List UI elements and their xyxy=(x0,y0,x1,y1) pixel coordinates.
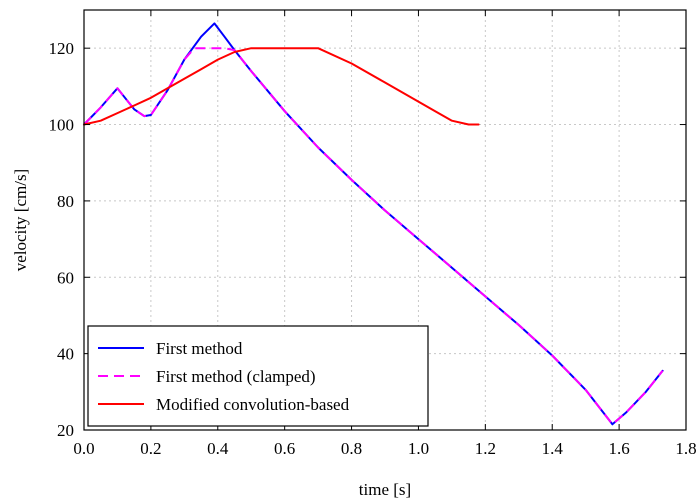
series-group xyxy=(83,22,664,426)
x-tick-label: 0.0 xyxy=(73,439,94,458)
x-tick-label: 1.4 xyxy=(542,439,564,458)
ticks: 0.0 0.2 0.4 0.6 0.8 1.0 1.2 1.4 1.6 1.8 20 40 60 80 10… xyxy=(49,10,697,458)
x-tick-label: 1.0 xyxy=(408,439,429,458)
grid xyxy=(84,10,686,431)
legend-label-1: First method xyxy=(156,339,243,358)
y-tick-label: 120 xyxy=(49,39,75,58)
series-line-2 xyxy=(83,47,664,426)
x-tick-label: 0.4 xyxy=(207,439,229,458)
plot-frame xyxy=(83,9,687,431)
legend-label-2: First method (clamped) xyxy=(156,367,316,386)
y-tick-label: 20 xyxy=(57,421,74,440)
x-tick-label: 0.2 xyxy=(140,439,161,458)
x-tick-label: 1.6 xyxy=(608,439,629,458)
y-axis-label: velocity [cm/s] xyxy=(11,169,30,271)
y-tick-label: 60 xyxy=(57,268,74,287)
legend-box xyxy=(87,325,429,427)
x-tick-label: 0.6 xyxy=(274,439,295,458)
x-axis-label: time [s] xyxy=(359,480,411,499)
legend-label-3: Modified convolution-based xyxy=(156,395,350,414)
x-tick-label: 0.8 xyxy=(341,439,362,458)
y-tick-label: 40 xyxy=(57,345,74,364)
legend: First method First method (clamped) Modifi… xyxy=(87,325,429,427)
x-tick-label: 1.2 xyxy=(475,439,496,458)
series-line-3 xyxy=(83,47,480,126)
y-tick-label: 80 xyxy=(57,192,74,211)
x-tick-label: 1.8 xyxy=(675,439,696,458)
y-tick-label: 100 xyxy=(49,116,75,135)
